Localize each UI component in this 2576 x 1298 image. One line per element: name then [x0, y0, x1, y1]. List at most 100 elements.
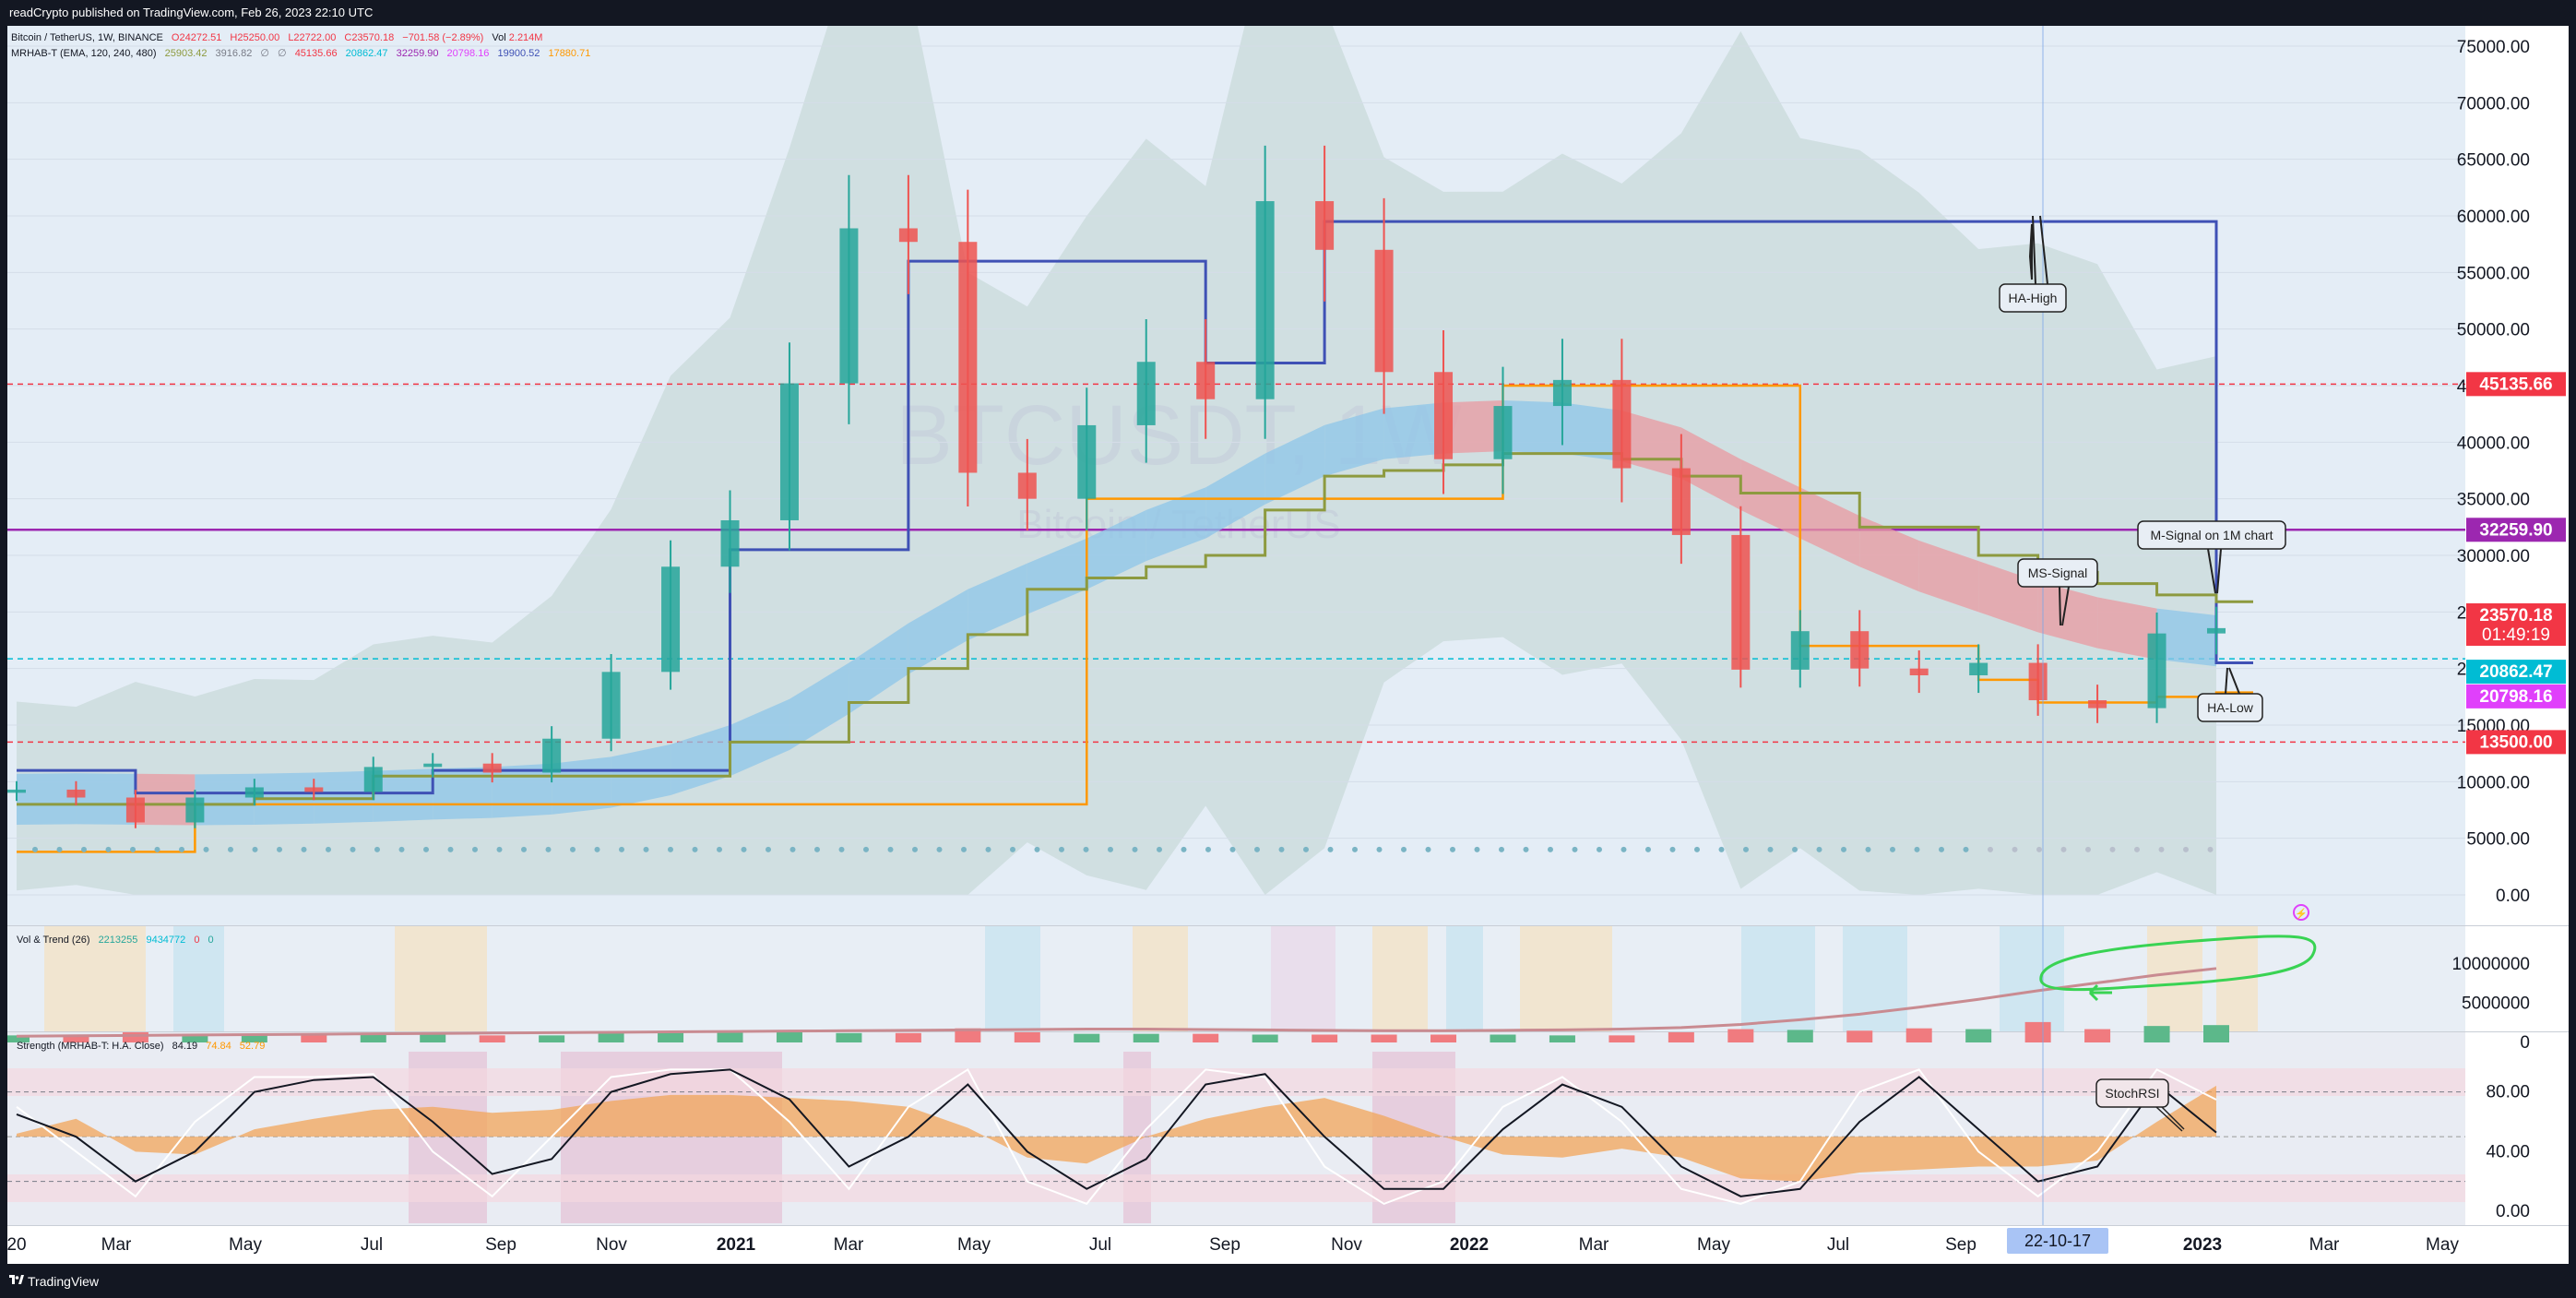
price-badge-label: 20798.16 [2479, 687, 2552, 707]
publish-header-text: readCrypto published on TradingView.com,… [9, 6, 374, 19]
support-dot [1181, 846, 1187, 852]
volume-bar [241, 1034, 267, 1042]
volume-bar [360, 1034, 386, 1042]
ema-ribbon-segment [2037, 581, 2098, 649]
candle-body [66, 789, 86, 798]
callout-ha-high[interactable]: HA-High [1999, 215, 2067, 313]
ema-ribbon-segment [1264, 424, 1325, 505]
time-tick: Nov [596, 1235, 627, 1255]
legend-strength-v3: 52.79 [240, 1041, 266, 1052]
support-dot [1865, 846, 1871, 852]
ema-ribbon-segment [1086, 509, 1146, 589]
legend-strength[interactable]: Strength (MRHAB-T: H.A. Close) 84.19 74.… [17, 1041, 265, 1052]
legend-mrhab-v8: 20798.16 [447, 48, 490, 59]
legend-symbol[interactable]: Bitcoin / TetherUS, 1W, BINANCE O24272.5… [11, 32, 542, 43]
support-dot [863, 846, 869, 852]
ema-ribbon-segment [1383, 402, 1444, 459]
chart-container[interactable]: BTCUSDT, 1W Bitcoin / TetherUS 100000005… [4, 0, 2569, 1264]
support-dot [1548, 846, 1553, 852]
ema-ribbon-segment [1443, 399, 1503, 454]
candle-body [1731, 534, 1751, 670]
support-dot [961, 846, 967, 852]
volume-bar [2203, 1025, 2229, 1042]
volume-bar [301, 1035, 327, 1042]
price-badge-label: 20862.47 [2479, 662, 2552, 682]
oversold-zone [7, 1174, 2465, 1202]
volume-bar [122, 1031, 148, 1042]
volume-pane[interactable] [7, 926, 2465, 1031]
callout-m-signal[interactable]: M-Signal on 1M chart [2137, 520, 2286, 594]
volume-bar [2024, 1021, 2051, 1042]
dot-series [32, 846, 2214, 852]
callout-ms-signal-text: MS-Signal [2028, 566, 2088, 580]
legend-change: −701.58 (−2.89%) [402, 32, 483, 43]
volume-tick: 5000000 [2462, 994, 2530, 1014]
support-dot [887, 846, 894, 852]
support-dot [545, 846, 552, 852]
support-dot [1792, 846, 1798, 852]
support-dot [1890, 846, 1895, 852]
price-tick: 70000.00 [2457, 94, 2530, 113]
time-tick: May [2426, 1235, 2459, 1255]
time-tick: Mar [834, 1235, 864, 1255]
trend-band [395, 926, 487, 1031]
support-dot [1963, 846, 1969, 852]
support-dot [398, 846, 405, 852]
volume-bar [1727, 1029, 1754, 1042]
trend-band [2000, 926, 2064, 1031]
volume-bar [1965, 1029, 1992, 1042]
support-dot [203, 846, 209, 852]
support-dot [1597, 846, 1602, 852]
legend-voltrend-v4: 0 [208, 935, 214, 946]
highlight-ellipse [2039, 935, 2317, 992]
support-dot [1108, 846, 1113, 852]
volume-bar [1905, 1028, 1932, 1042]
candle-body [304, 787, 324, 792]
legend-vol: 2.214M [509, 32, 543, 43]
support-dot [350, 846, 356, 852]
support-dot [1939, 846, 1944, 852]
callout-ms-signal[interactable]: MS-Signal [2017, 558, 2098, 626]
support-dot [1572, 846, 1578, 852]
time-tick: 2022 [1450, 1235, 1489, 1255]
support-dot [423, 846, 429, 852]
ema-ribbon-segment [849, 623, 908, 714]
support-dot [179, 846, 184, 852]
callout-ha-low-text: HA-Low [2207, 700, 2254, 715]
volume-bar [1252, 1034, 1278, 1042]
volume-bar [776, 1030, 802, 1042]
volume-bar [717, 1030, 743, 1042]
support-dot [1694, 846, 1700, 852]
legend-mrhab-v3: ∅ [260, 48, 269, 59]
price-badge-timer: 01:49:19 [2482, 625, 2550, 645]
tradingview-logo-icon[interactable] [9, 1273, 24, 1286]
callout-ha-low[interactable]: HA-Low [2197, 667, 2263, 722]
support-dot [2109, 846, 2116, 852]
chart-canvas[interactable]: BTCUSDT, 1W Bitcoin / TetherUS 100000005… [4, 0, 2569, 1264]
support-dot [1718, 846, 1725, 852]
support-dot [1767, 846, 1774, 852]
volume-bar [598, 1032, 624, 1042]
candle-body [1909, 668, 1929, 676]
ha-high-line [17, 220, 2253, 795]
volume-bar [1490, 1034, 1516, 1042]
legend-vol-label: Vol [492, 32, 505, 43]
support-dot [154, 846, 160, 852]
price-tick: 10000.00 [2457, 773, 2530, 792]
support-dot [228, 846, 233, 852]
time-tick: 2021 [717, 1235, 756, 1255]
support-dot [105, 846, 112, 852]
legend-strength-name: Strength (MRHAB-T: H.A. Close) [17, 1041, 164, 1052]
ema-ribbon-segment [671, 725, 730, 796]
lightning-icon[interactable] [2293, 904, 2309, 921]
support-dot [570, 846, 576, 852]
candle-body [1196, 362, 1216, 399]
ema-ribbon-segment [730, 698, 789, 777]
strength-tick: 40.00 [2486, 1142, 2530, 1161]
callout-stochrsi[interactable]: StochRSI [2095, 1078, 2185, 1132]
legend-mrhab[interactable]: MRHAB-T (EMA, 120, 240, 480) 25903.42 39… [11, 48, 590, 59]
legend-voltrend[interactable]: Vol & Trend (26) 2213255 9434772 0 0 [17, 935, 214, 946]
ema-ribbon-segment [373, 768, 433, 822]
time-tick: Jul [1827, 1235, 1849, 1255]
legend-close: C23570.18 [344, 32, 394, 43]
